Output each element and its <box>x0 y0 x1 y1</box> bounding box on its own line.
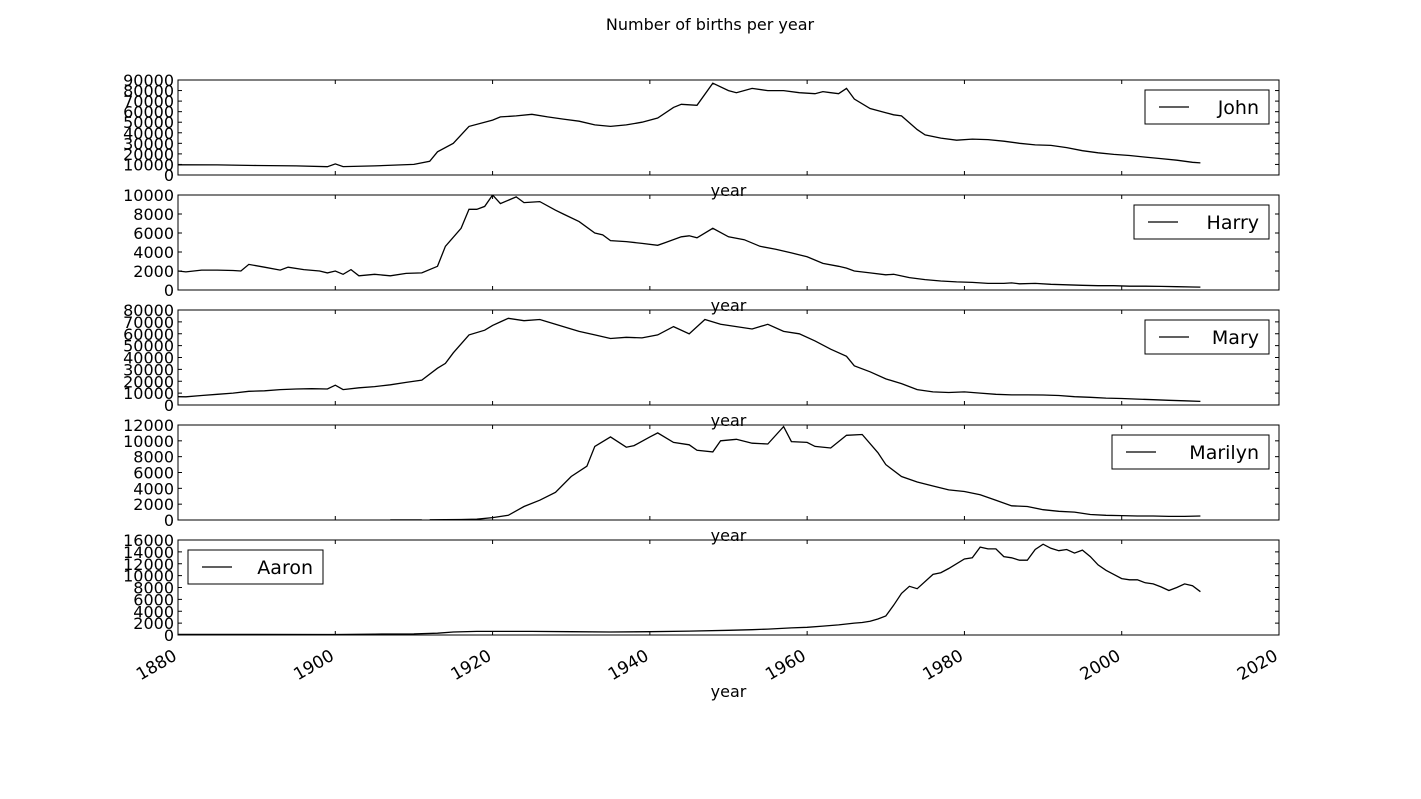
x-tick-label: 2000 <box>1077 646 1124 685</box>
y-tick-label: 20000 <box>123 372 174 391</box>
y-tick-label: 6000 <box>133 224 174 243</box>
y-tick-label: 60000 <box>123 325 174 344</box>
legend: Harry <box>1133 204 1270 240</box>
y-tick-label: 4000 <box>133 479 174 498</box>
y-tick-label: 60000 <box>123 103 174 122</box>
y-tick-label: 30000 <box>123 360 174 379</box>
series-line-john <box>178 82 1201 168</box>
legend-label: John <box>1217 97 1259 119</box>
x-tick-label: 2020 <box>1234 646 1281 685</box>
y-tick-label: 0 <box>164 396 174 415</box>
y-tick-label: 10000 <box>123 186 174 205</box>
y-tick-label: 10000 <box>123 567 174 586</box>
y-tick-label: 0 <box>164 166 174 185</box>
y-tick-label: 80000 <box>123 301 174 320</box>
y-tick-label: 0 <box>164 626 174 645</box>
y-tick-label: 8000 <box>133 205 174 224</box>
y-tick-label: 6000 <box>133 464 174 483</box>
y-tick-label: 6000 <box>133 590 174 609</box>
legend: Aaron <box>187 549 324 585</box>
x-tick-label: 1940 <box>605 646 652 685</box>
y-tick-label: 70000 <box>123 313 174 332</box>
y-tick-label: 40000 <box>123 124 174 143</box>
y-tick-label: 12000 <box>123 416 174 435</box>
y-tick-label: 80000 <box>123 82 174 101</box>
axes-frame <box>177 79 1280 176</box>
series-line-aaron <box>178 543 1201 635</box>
series-line-mary <box>178 317 1201 403</box>
x-tick-label: 1920 <box>448 646 495 685</box>
axes-frame <box>177 309 1280 406</box>
legend: Marilyn <box>1111 434 1270 470</box>
y-tick-label: 0 <box>164 511 174 530</box>
x-tick-label: 1900 <box>290 646 337 685</box>
y-tick-label: 10000 <box>123 155 174 174</box>
y-tick-label: 50000 <box>123 337 174 356</box>
y-tick-label: 30000 <box>123 134 174 153</box>
series-line-harry <box>178 195 1201 288</box>
legend: John <box>1144 89 1270 125</box>
y-tick-label: 40000 <box>123 349 174 368</box>
y-tick-label: 10000 <box>123 384 174 403</box>
y-tick-label: 14000 <box>123 543 174 562</box>
y-tick-label: 10000 <box>123 432 174 451</box>
x-tick-label: 1960 <box>762 646 809 685</box>
legend-label: Mary <box>1212 327 1259 349</box>
y-tick-label: 16000 <box>123 531 174 550</box>
x-axis-label: year <box>711 181 747 200</box>
y-tick-label: 4000 <box>133 602 174 621</box>
series-line-marilyn <box>429 425 1201 520</box>
y-tick-label: 4000 <box>133 243 174 262</box>
y-tick-label: 70000 <box>123 92 174 111</box>
legend-label: Marilyn <box>1189 442 1259 464</box>
axes-frame <box>177 539 1280 636</box>
y-tick-label: 8000 <box>133 448 174 467</box>
x-tick-label: 1980 <box>919 646 966 685</box>
legend-label: Aaron <box>257 557 313 579</box>
y-tick-label: 20000 <box>123 145 174 164</box>
subplot-mary: 0100002000030000400005000060000700008000… <box>123 301 1280 430</box>
legend: Mary <box>1144 319 1270 355</box>
y-tick-label: 2000 <box>133 262 174 281</box>
y-tick-label: 12000 <box>123 555 174 574</box>
y-tick-label: 2000 <box>133 495 174 514</box>
x-axis-label: year <box>711 411 747 430</box>
subplot-aaron: 0200040006000800010000120001400016000Aar… <box>123 531 1281 701</box>
x-axis-label: year <box>711 526 747 545</box>
y-tick-label: 0 <box>164 281 174 300</box>
y-tick-label: 90000 <box>123 71 174 90</box>
x-tick-label: 1880 <box>133 646 180 685</box>
x-axis-label: year <box>711 296 747 315</box>
y-tick-label: 2000 <box>133 614 174 633</box>
axes-frame <box>177 194 1280 291</box>
subplots: 0100002000030000400005000060000700008000… <box>123 71 1281 701</box>
x-axis-label: year <box>711 682 747 701</box>
y-tick-label: 50000 <box>123 113 174 132</box>
y-tick-label: 8000 <box>133 579 174 598</box>
chart-title: Number of births per year <box>606 15 815 34</box>
legend-label: Harry <box>1207 212 1259 234</box>
subplot-john: 0100002000030000400005000060000700008000… <box>123 71 1280 200</box>
